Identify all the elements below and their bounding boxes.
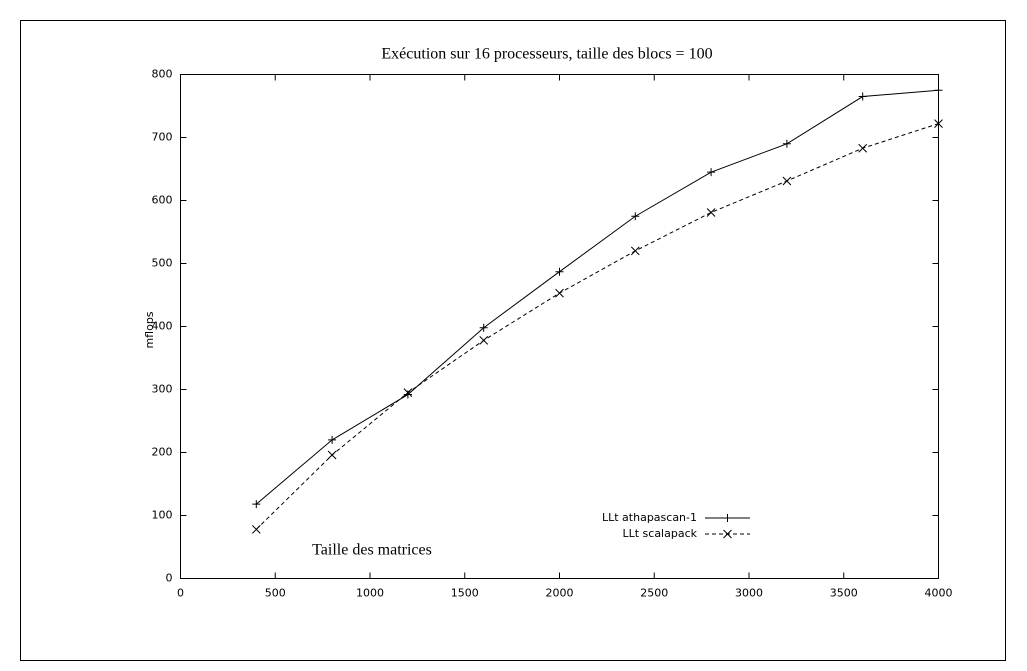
legend-marker xyxy=(723,514,732,522)
marker xyxy=(328,435,337,444)
y-tick-label: 600 xyxy=(152,194,173,207)
series-line xyxy=(255,89,939,505)
marker xyxy=(479,336,489,345)
y-tick-label: 200 xyxy=(152,446,173,459)
marker xyxy=(706,208,716,217)
series-line xyxy=(255,123,939,530)
y-tick-label: 300 xyxy=(152,383,173,396)
legend-marker xyxy=(723,529,732,539)
marker xyxy=(858,92,867,101)
marker xyxy=(555,288,564,298)
page-frame xyxy=(20,20,1006,661)
chart-title: Exécution sur 16 processeurs, taille des… xyxy=(381,46,712,63)
marker xyxy=(858,143,868,153)
x-tick-label: 0 xyxy=(177,587,184,600)
marker xyxy=(251,525,261,534)
marker xyxy=(403,388,413,398)
plot-frame xyxy=(180,74,939,579)
y-tick-label: 700 xyxy=(152,131,173,144)
y-tick-label: 800 xyxy=(152,68,173,81)
marker xyxy=(403,390,412,399)
x-tick-label: 1000 xyxy=(356,587,384,600)
marker xyxy=(631,212,640,221)
x-tick-label: 500 xyxy=(265,587,286,600)
x-tick-label: 4000 xyxy=(925,587,953,600)
marker xyxy=(479,323,488,332)
y-tick-label: 100 xyxy=(152,509,173,522)
marker xyxy=(252,500,261,509)
x-tick-label: 2000 xyxy=(546,587,574,600)
marker xyxy=(555,267,564,276)
x-tick-label: 1500 xyxy=(451,587,479,600)
y-axis-label: mflops xyxy=(143,311,156,348)
marker xyxy=(782,139,791,148)
marker xyxy=(934,119,943,128)
x-axis-label: Taille des matrices xyxy=(312,542,432,559)
marker xyxy=(630,246,640,256)
y-tick-label: 500 xyxy=(152,257,173,270)
marker xyxy=(782,176,792,186)
marker xyxy=(707,168,716,177)
x-tick-label: 3000 xyxy=(735,587,763,600)
y-tick-label: 0 xyxy=(166,572,173,585)
legend-label: LLt scalapack xyxy=(622,527,697,540)
legend-label: LLt athapascan-1 xyxy=(602,511,697,524)
marker xyxy=(327,450,337,460)
y-tick-label: 400 xyxy=(152,320,173,333)
x-tick-label: 2500 xyxy=(640,587,668,600)
x-tick-label: 3500 xyxy=(830,587,858,600)
marker xyxy=(934,86,943,95)
